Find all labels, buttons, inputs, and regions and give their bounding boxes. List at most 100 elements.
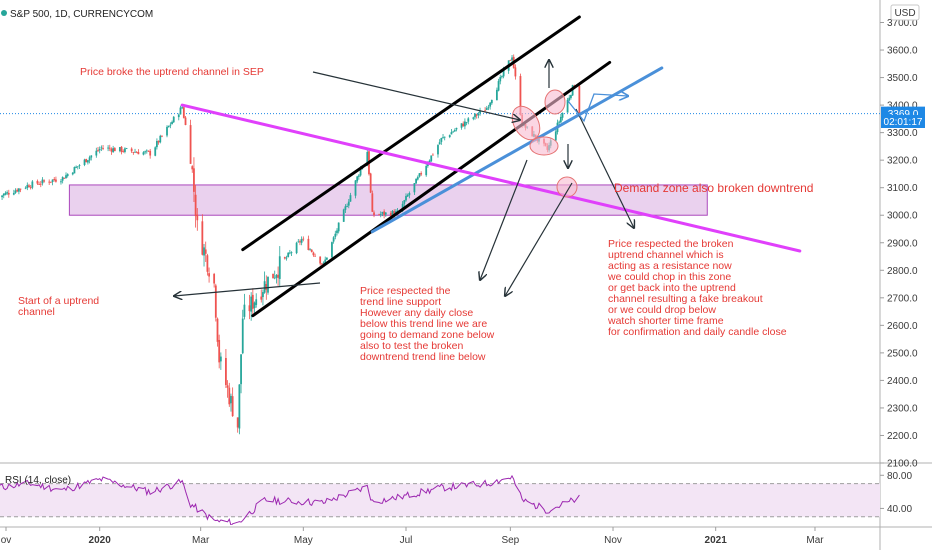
time-axis[interactable]: ov 2020 Mar May Jul Sep Nov 2021 Mar (1, 527, 825, 546)
candle (300, 236, 303, 246)
candle (236, 417, 239, 433)
candle (225, 348, 227, 388)
candle (113, 147, 116, 152)
candle (38, 181, 40, 185)
candle (76, 166, 79, 170)
candle (19, 188, 22, 193)
note-support: Price respected the trend line support H… (360, 285, 495, 363)
candle (490, 99, 493, 105)
rsi-axis: 80.00 40.00 (880, 471, 912, 515)
candle (283, 256, 286, 260)
candle (511, 55, 513, 63)
candle (156, 138, 158, 150)
candle (216, 317, 219, 347)
highlight-ellipse-3[interactable] (529, 136, 559, 156)
candle (193, 157, 195, 202)
candle (310, 248, 313, 253)
candle (218, 334, 221, 369)
candle (98, 146, 101, 154)
candle (408, 191, 411, 199)
candle (342, 208, 345, 223)
candle (159, 134, 162, 144)
candle (287, 252, 290, 258)
rsi-panel[interactable]: 80.00 40.00 RSI (14, close) (0, 471, 912, 526)
candle (142, 151, 145, 156)
candle (29, 185, 32, 190)
time-tick-label: Mar (192, 535, 210, 546)
candle (61, 176, 64, 184)
candle (161, 135, 163, 138)
candle (39, 181, 42, 188)
currency-button[interactable]: USD (890, 4, 920, 21)
price-tick-label: 2300.0 (887, 403, 918, 414)
arrow-support-1[interactable] (480, 159, 528, 280)
currency-button-label[interactable]: USD (894, 8, 915, 19)
candle (462, 121, 465, 127)
note-resistance: Price respected the broken uptrend chann… (607, 238, 787, 338)
price-tick-label: 2900.0 (887, 238, 918, 249)
demand-zone[interactable] (68, 184, 708, 216)
candle (336, 228, 338, 236)
candle (251, 288, 254, 316)
candle (240, 354, 242, 394)
candle (28, 183, 30, 188)
arrow-resistance[interactable] (575, 108, 634, 228)
candle (432, 153, 434, 156)
rsi-label: RSI (14, close) (5, 475, 71, 486)
candle (495, 87, 498, 101)
candle (312, 251, 315, 257)
candle (206, 253, 209, 276)
time-tick-label: Jul (400, 535, 413, 546)
candle (204, 241, 207, 262)
trendline-channel-upper[interactable] (241, 15, 581, 252)
candle (344, 204, 347, 213)
candle (347, 198, 350, 209)
candle (262, 289, 264, 306)
candle (110, 147, 113, 155)
candle (464, 118, 466, 130)
price-tick-label: 3200.0 (887, 156, 918, 167)
trendline-downtrend[interactable] (180, 103, 802, 253)
resistance-line-1: Price respected the broken (608, 238, 734, 250)
candle (325, 257, 328, 261)
last-price-value: 3369.0 (888, 109, 919, 120)
highlight-ellipse-4[interactable] (556, 176, 578, 198)
candle (17, 187, 20, 195)
highlight-ellipse-2[interactable] (544, 89, 566, 115)
time-tick-label: Sep (501, 535, 519, 546)
price-tick-label: 3500.0 (887, 73, 918, 84)
arrow-sep-break[interactable] (312, 71, 520, 120)
candle (55, 176, 57, 183)
candle (137, 149, 140, 155)
candle (455, 127, 458, 132)
candle (277, 266, 279, 286)
arrow-support-2[interactable] (505, 182, 573, 296)
note-start-channel-1: Start of a uptrend (18, 295, 99, 307)
candle (474, 113, 476, 120)
time-tick-label: Nov (604, 535, 622, 546)
price-axis[interactable]: 3700.0 3600.0 3500.0 3400.0 3300.0 3200.0 3100… (880, 18, 918, 470)
rsi-band (0, 483, 880, 517)
resistance-line-7: or we could drop below (608, 304, 716, 316)
candle (559, 113, 562, 124)
candle (356, 175, 359, 184)
rsi-tick-label: 40.00 (887, 504, 912, 515)
candle (65, 172, 67, 179)
candle (403, 199, 406, 207)
arrow-start-channel[interactable] (174, 282, 321, 296)
candle (332, 236, 335, 244)
candle (66, 173, 69, 178)
resistance-line-8: watch shorter time frame (607, 315, 724, 327)
candle (501, 75, 503, 79)
last-price-badge: 3369.0 02:01:17 (881, 106, 925, 128)
annotation-drawings[interactable] (174, 60, 634, 296)
candle (134, 148, 136, 153)
arrow-fake-breakout[interactable] (567, 94, 628, 123)
support-line-4: below this trend line we are (360, 318, 487, 330)
candle (416, 175, 419, 181)
candle (477, 111, 480, 119)
candle (260, 289, 263, 303)
candle (413, 182, 416, 196)
time-tick-label: ov (1, 535, 12, 546)
